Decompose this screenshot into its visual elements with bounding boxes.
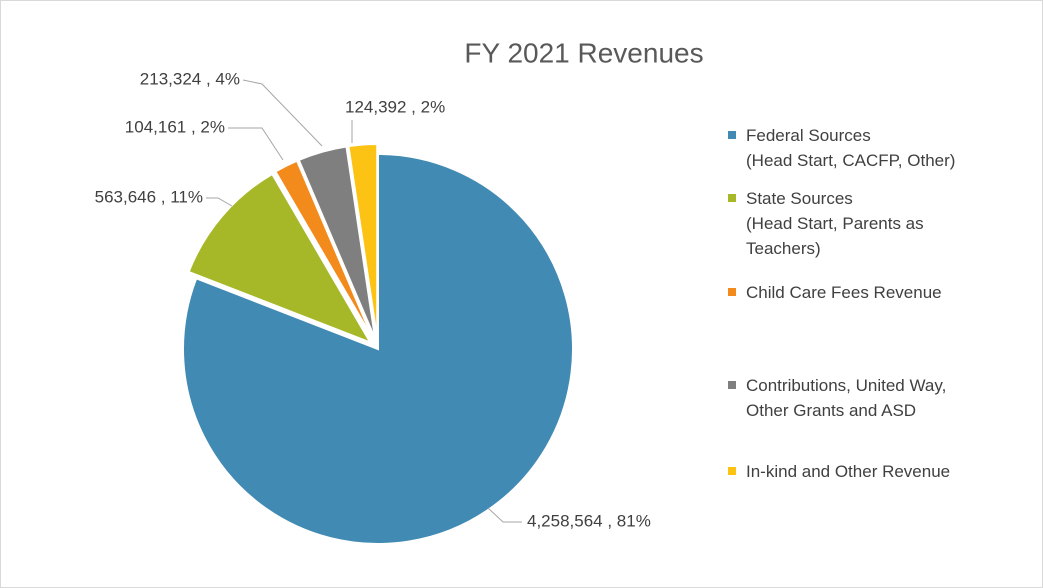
- data-label: 4,258,564 , 81%: [527, 511, 651, 530]
- pie-slice: [182, 152, 574, 545]
- legend-label: State Sources (Head Start, Parents as Te…: [746, 189, 924, 258]
- leader-line: [206, 197, 233, 207]
- pie-slice: [187, 172, 373, 345]
- chart-title: FY 2021 Revenues: [464, 37, 703, 68]
- data-label: 124,392 , 2%: [345, 97, 445, 116]
- legend-swatch: [728, 467, 736, 475]
- legend-swatch: [728, 381, 736, 389]
- legend-swatch: [728, 288, 736, 296]
- legend-label: Contributions, United Way, Other Grants …: [746, 376, 947, 420]
- data-label: 104,161 , 2%: [125, 117, 225, 136]
- pie-slice: [347, 143, 379, 340]
- pie-slice: [297, 145, 377, 340]
- legend-label: Federal Sources (Head Start, CACFP, Othe…: [746, 126, 956, 170]
- legend-swatch: [728, 131, 736, 139]
- leader-line: [228, 127, 284, 161]
- data-label: 563,646 , 11%: [95, 187, 203, 206]
- leader-line: [242, 79, 323, 147]
- pie-slice: [274, 159, 375, 341]
- legend-label: Child Care Fees Revenue: [746, 283, 942, 302]
- legend-label: In-kind and Other Revenue: [746, 462, 951, 481]
- data-label: 213,324 , 4%: [140, 69, 240, 88]
- legend-swatch: [728, 194, 736, 202]
- leader-line: [487, 507, 522, 523]
